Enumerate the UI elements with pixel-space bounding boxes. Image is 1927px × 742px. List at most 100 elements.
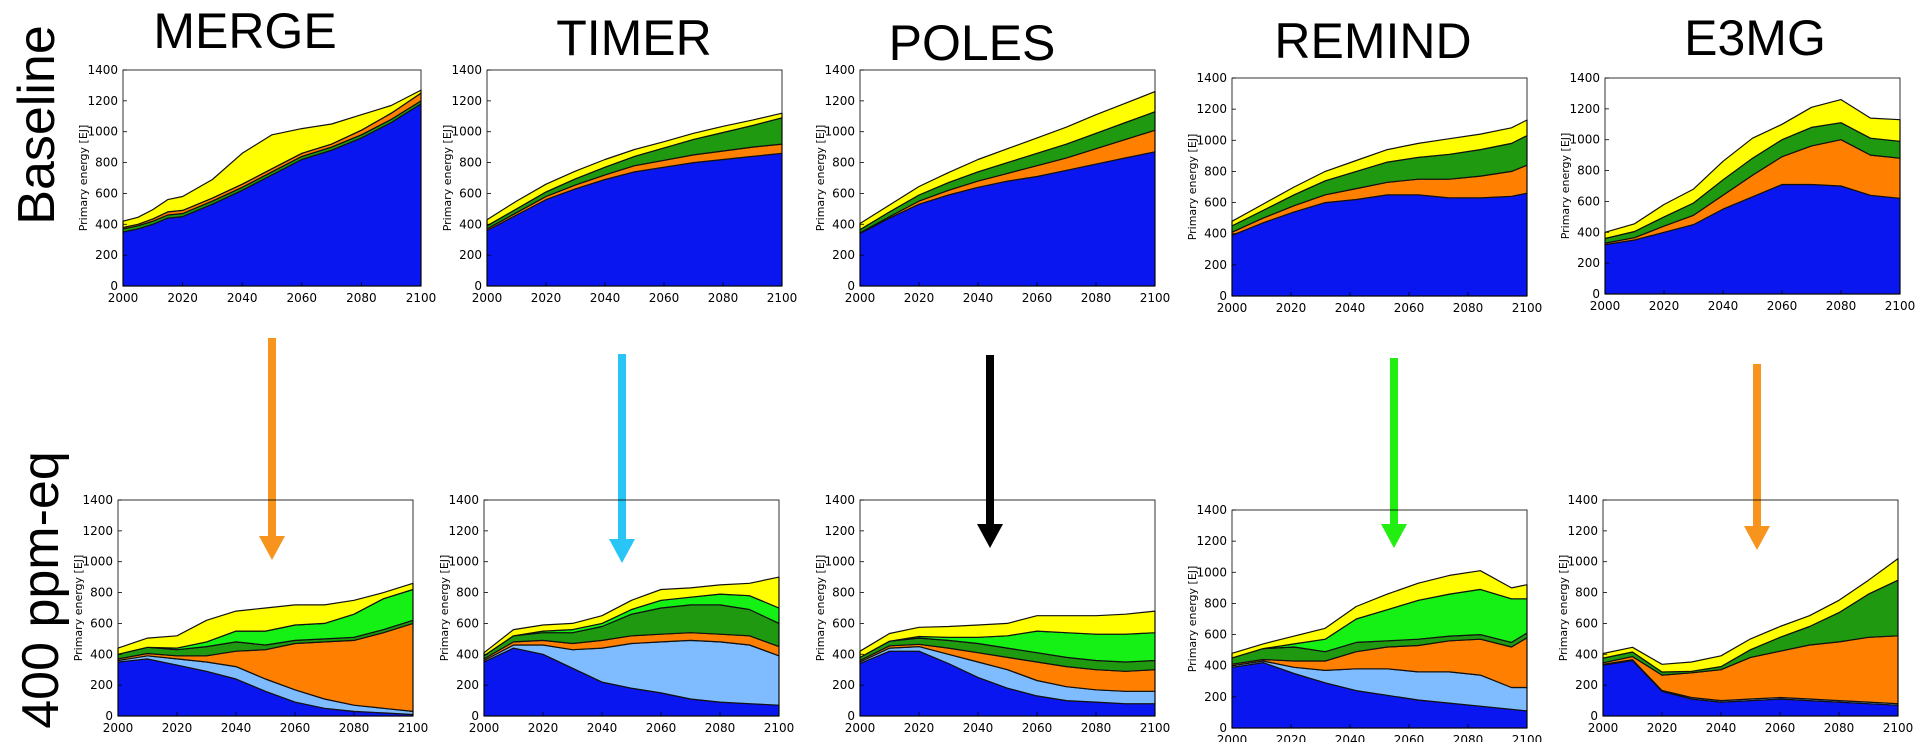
x-tick-label: 2020: [1649, 299, 1680, 313]
x-tick-label: 2000: [472, 291, 503, 305]
x-tick-label: 2080: [1826, 299, 1857, 313]
area-blue: [122, 103, 422, 287]
y-tick-label: 0: [847, 709, 855, 723]
y-tick-label: 1400: [1196, 71, 1227, 85]
x-tick-label: 2060: [646, 721, 677, 735]
y-tick-label: 0: [474, 279, 482, 293]
x-tick-label: 2100: [406, 291, 437, 305]
chart-poles-baseline: 0 200 400 600 800 1000 1200 1400 2000 2020 2040 206…: [814, 63, 1170, 305]
x-tick-label: 2020: [904, 721, 935, 735]
y-axis-label: Primary energy [EJ]: [441, 125, 454, 232]
x-tick-label: 2020: [167, 291, 198, 305]
y-tick-label: 1400: [87, 63, 118, 77]
y-axis-label: Primary energy [EJ]: [814, 125, 827, 232]
y-tick-label: 800: [1204, 164, 1227, 178]
x-tick-label: 2060: [1022, 291, 1053, 305]
x-tick-label: 2040: [590, 291, 621, 305]
y-tick-label: 1000: [451, 125, 482, 139]
chart-e3mg-baseline: 0 200 400 600 800 1000 1200 1400 2000 2020 2040 206…: [1559, 71, 1915, 313]
y-tick-label: 200: [456, 678, 479, 692]
x-tick-label: 2080: [1453, 301, 1484, 315]
plot-frame: [1602, 499, 1899, 717]
y-tick-label: 200: [832, 678, 855, 692]
x-tick-label: 2040: [1335, 301, 1366, 315]
x-tick-label: 2080: [1081, 721, 1112, 735]
model-title-e3mg: E3MG: [1684, 10, 1826, 66]
y-tick-label: 1400: [824, 63, 855, 77]
arrows: [259, 338, 1770, 563]
y-tick-label: 200: [1575, 678, 1598, 692]
area-blue: [486, 152, 783, 287]
y-tick-label: 600: [456, 616, 479, 630]
y-tick-label: 1200: [824, 524, 855, 538]
plot-frame: [117, 499, 414, 717]
x-tick-label: 2000: [1588, 721, 1619, 735]
x-tick-label: 2060: [280, 721, 311, 735]
y-tick-label: 400: [1204, 227, 1227, 241]
x-tick-label: 2100: [1140, 291, 1171, 305]
x-tick-label: 2060: [649, 291, 680, 305]
y-tick-label: 800: [459, 156, 482, 170]
model-title-poles: POLES: [889, 15, 1056, 71]
y-tick-label: 1000: [1196, 133, 1227, 147]
x-tick-label: 2000: [103, 721, 134, 735]
x-tick-label: 2040: [963, 291, 994, 305]
chart-e3mg-400ppm: 0 200 400 600 800 1000 1200 1400 2000 2020 2040 206…: [1557, 493, 1913, 735]
y-tick-label: 600: [1577, 194, 1600, 208]
y-tick-label: 600: [1575, 616, 1598, 630]
y-tick-label: 1400: [448, 493, 479, 507]
y-axis-label: Primary energy [EJ]: [1559, 133, 1572, 240]
plot-frame: [483, 499, 780, 717]
y-tick-label: 400: [456, 647, 479, 661]
x-tick-label: 2020: [1647, 721, 1678, 735]
y-tick-label: 400: [1204, 659, 1227, 673]
y-tick-label: 200: [1204, 690, 1227, 704]
y-tick-label: 0: [1219, 721, 1227, 735]
chart-merge-baseline: 0 200 400 600 800 1000 1200 1400 2000 2020 2040 206…: [77, 63, 436, 305]
x-tick-label: 2040: [1335, 733, 1366, 742]
y-tick-label: 200: [1204, 258, 1227, 272]
x-tick-label: 2100: [1512, 301, 1543, 315]
y-tick-label: 1400: [1569, 71, 1600, 85]
y-tick-label: 200: [832, 248, 855, 262]
y-tick-label: 0: [1592, 287, 1600, 301]
x-tick-label: 2100: [1512, 733, 1543, 742]
chart-timer-400ppm: 0 200 400 600 800 1000 1200 1400 2000 2020 2040 206…: [438, 493, 794, 735]
y-tick-label: 1000: [1569, 133, 1600, 147]
y-tick-label: 800: [1204, 596, 1227, 610]
y-tick-label: 400: [90, 647, 113, 661]
y-tick-label: 600: [459, 186, 482, 200]
y-tick-label: 0: [1219, 289, 1227, 303]
x-tick-label: 2100: [1885, 299, 1916, 313]
x-tick-label: 2020: [1276, 733, 1307, 742]
y-tick-label: 1400: [824, 493, 855, 507]
chart-timer-baseline: 0 200 400 600 800 1000 1200 1400 2000 2020 2040 206…: [441, 63, 797, 305]
y-tick-label: 400: [832, 647, 855, 661]
x-tick-label: 2080: [339, 721, 370, 735]
y-tick-label: 600: [832, 186, 855, 200]
y-tick-label: 600: [1204, 196, 1227, 210]
y-tick-label: 1200: [1567, 524, 1598, 538]
y-tick-label: 600: [832, 616, 855, 630]
model-title-merge: MERGE: [153, 3, 336, 59]
y-tick-label: 0: [471, 709, 479, 723]
y-tick-label: 400: [1575, 647, 1598, 661]
plot-frame: [122, 69, 422, 287]
y-tick-label: 200: [95, 248, 118, 262]
y-tick-label: 0: [1590, 709, 1598, 723]
area-blue: [1604, 183, 1901, 295]
down-arrow-icon: [1381, 358, 1407, 548]
x-tick-label: 2040: [963, 721, 994, 735]
x-tick-label: 2040: [1708, 299, 1739, 313]
y-tick-label: 1200: [448, 524, 479, 538]
y-tick-label: 200: [1577, 256, 1600, 270]
y-tick-label: 1000: [1196, 565, 1227, 579]
y-axis-label: Primary energy [EJ]: [1186, 134, 1199, 241]
chart-merge-400ppm: 0 200 400 600 800 1000 1200 1400 2000 2020 2040 206…: [72, 493, 428, 735]
x-tick-label: 2100: [1140, 721, 1171, 735]
down-arrow-icon: [1744, 364, 1770, 550]
y-tick-label: 800: [1577, 164, 1600, 178]
y-tick-label: 600: [95, 186, 118, 200]
